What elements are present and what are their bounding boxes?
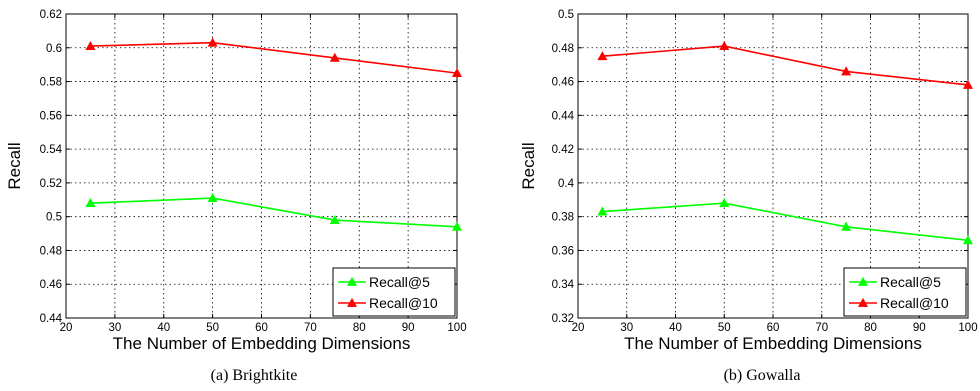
legend-swatch-marker bbox=[346, 276, 358, 286]
data-point-marker bbox=[719, 198, 730, 208]
data-point-marker bbox=[451, 221, 463, 231]
series-recall-at-10 bbox=[597, 40, 974, 89]
legend-label: Recall@5 bbox=[880, 274, 941, 290]
panel-caption: (b) Gowalla bbox=[724, 367, 801, 384]
data-point-marker bbox=[597, 206, 608, 216]
legend: Recall@5 Recall@10 bbox=[332, 267, 456, 317]
x-tick-label: 50 bbox=[206, 322, 219, 334]
x-tick-label: 100 bbox=[958, 322, 977, 334]
y-tick-label: 0.44 bbox=[552, 110, 575, 122]
y-tick-label: 0.52 bbox=[40, 178, 62, 190]
legend-swatch-marker bbox=[857, 297, 869, 307]
legend: Recall@5 Recall@10 bbox=[843, 267, 967, 317]
y-tick-label: 0.6 bbox=[46, 43, 62, 55]
data-point-marker bbox=[962, 235, 974, 245]
data-point-marker bbox=[85, 198, 96, 208]
y-tick-label: 0.48 bbox=[40, 245, 62, 257]
x-tick-label: 30 bbox=[620, 322, 633, 334]
y-axis-label: Recall bbox=[5, 142, 24, 189]
x-tick-label: 60 bbox=[767, 322, 780, 334]
legend-box bbox=[843, 267, 967, 317]
y-tick-label: 0.62 bbox=[40, 9, 62, 21]
y-tick-label: 0.5 bbox=[46, 212, 62, 224]
chart-panel-1: 20 30 40 50 60 70 80 90 100 0.44 0.46 0.48 0.5 0.52 0.… bbox=[5, 9, 467, 384]
panel-caption: (a) Brightkite bbox=[211, 367, 298, 384]
x-tick-label: 70 bbox=[304, 322, 317, 334]
x-axis-label: The Number of Embedding Dimensions bbox=[624, 334, 922, 353]
y-tick-label: 0.44 bbox=[40, 313, 63, 325]
y-tick-label: 0.46 bbox=[40, 279, 62, 291]
x-tick-label: 30 bbox=[108, 322, 121, 334]
y-tick-label: 0.56 bbox=[40, 110, 62, 122]
series-line bbox=[602, 45, 969, 86]
legend-swatch-marker bbox=[346, 297, 358, 307]
data-point-marker bbox=[451, 67, 463, 78]
data-point-marker bbox=[962, 79, 974, 89]
x-tick-label: 70 bbox=[815, 322, 828, 334]
data-point-marker bbox=[329, 214, 340, 224]
data-point-marker bbox=[85, 40, 96, 50]
legend-label: Recall@10 bbox=[880, 295, 949, 311]
x-tick-label: 20 bbox=[60, 322, 73, 334]
y-tick-label: 0.4 bbox=[558, 178, 575, 190]
series-recall-at-5 bbox=[85, 192, 463, 231]
data-point-marker bbox=[719, 40, 730, 50]
y-axis-label: Recall bbox=[519, 142, 538, 189]
data-point-marker bbox=[841, 66, 852, 76]
series-line bbox=[90, 197, 458, 228]
y-tick-label: 0.48 bbox=[552, 43, 574, 55]
series-recall-at-10 bbox=[85, 37, 463, 78]
x-tick-label: 80 bbox=[864, 322, 877, 334]
y-tick-label: 0.46 bbox=[552, 77, 574, 89]
series-line bbox=[602, 202, 969, 242]
x-tick-label: 20 bbox=[572, 322, 585, 334]
y-tick-label: 0.54 bbox=[40, 144, 63, 156]
y-tick-label: 0.42 bbox=[552, 144, 574, 156]
chart-panel-2: 20 30 40 50 60 70 80 90 100 0.32 0.34 0.36 0.38 0.4 0.… bbox=[519, 9, 978, 384]
x-axis-label: The Number of Embedding Dimensions bbox=[113, 334, 411, 353]
data-point-marker bbox=[329, 52, 340, 62]
y-tick-label: 0.34 bbox=[552, 279, 575, 291]
series-recall-at-5 bbox=[597, 198, 974, 245]
x-tick-label: 40 bbox=[157, 322, 170, 334]
data-point-marker bbox=[207, 192, 218, 202]
legend-label: Recall@5 bbox=[369, 274, 430, 290]
legend-label: Recall@10 bbox=[369, 295, 438, 311]
series-line bbox=[90, 41, 458, 74]
legend-box bbox=[332, 267, 456, 317]
data-point-marker bbox=[841, 221, 852, 231]
x-tick-label: 60 bbox=[255, 322, 268, 334]
x-tick-label: 100 bbox=[447, 322, 466, 334]
y-tick-label: 0.36 bbox=[552, 245, 574, 257]
x-tick-label: 90 bbox=[913, 322, 926, 334]
x-tick-label: 80 bbox=[353, 322, 366, 334]
y-tick-label: 0.58 bbox=[40, 77, 62, 89]
y-tick-label: 0.5 bbox=[558, 9, 574, 21]
x-tick-label: 50 bbox=[718, 322, 731, 334]
data-point-marker bbox=[207, 37, 218, 47]
x-tick-label: 40 bbox=[669, 322, 682, 334]
legend-swatch-marker bbox=[857, 276, 869, 286]
x-tick-label: 90 bbox=[402, 322, 415, 334]
y-tick-label: 0.38 bbox=[552, 212, 574, 224]
data-point-marker bbox=[597, 51, 608, 61]
y-tick-label: 0.32 bbox=[552, 313, 574, 325]
